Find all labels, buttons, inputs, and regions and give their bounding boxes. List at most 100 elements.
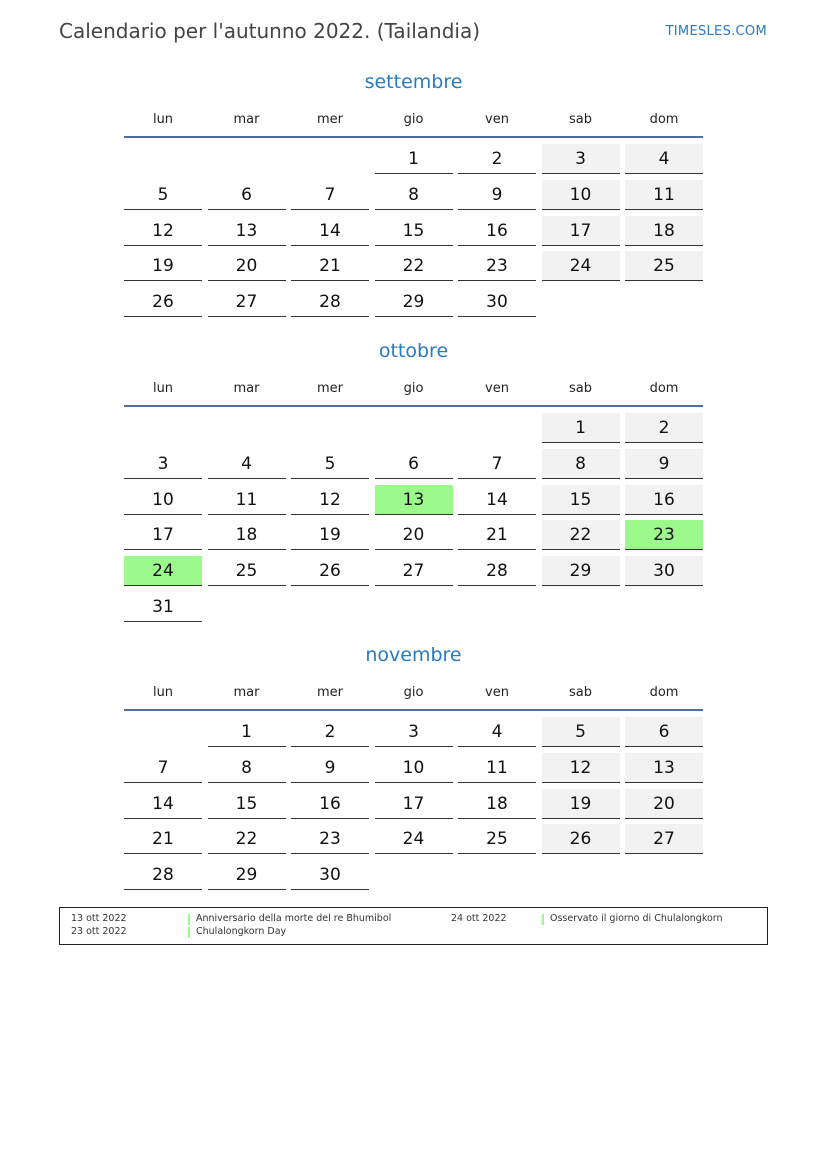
day-cell[interactable]: 30 [458,287,536,318]
day-cell[interactable]: 9 [625,448,703,479]
day-cell[interactable]: 16 [625,484,703,515]
day-cell[interactable]: 15 [541,484,620,515]
day-cell[interactable]: 17 [541,215,620,246]
day-cell[interactable]: 13 [374,484,453,515]
day-cell[interactable]: 19 [291,520,369,551]
day-cell[interactable]: 26 [291,556,369,587]
day-cell[interactable]: 18 [458,789,536,819]
day-cell[interactable]: 27 [374,556,453,587]
day-cell[interactable]: 25 [207,556,286,587]
day-cell[interactable]: 24 [541,251,620,282]
day-cell[interactable]: 20 [207,251,286,282]
day-cell[interactable]: 14 [458,485,536,515]
day-cell[interactable]: 9 [291,753,369,783]
weekday-header: mar [233,381,260,396]
day-cell[interactable]: 22 [541,520,620,551]
day-cell[interactable]: 3 [374,717,453,747]
day-cell[interactable]: 8 [374,180,453,210]
day-cell[interactable]: 23 [458,251,536,282]
day-cell[interactable]: 17 [124,520,202,551]
weekday-header: gio [403,112,424,127]
day-cell[interactable]: 7 [124,753,202,783]
day-cell[interactable]: 17 [374,789,453,819]
weekday-header: dom [649,685,679,700]
day-cell[interactable]: 4 [625,144,703,174]
day-cell[interactable]: 10 [374,753,453,783]
day-cell[interactable]: 5 [541,717,620,747]
day-cell[interactable]: 28 [124,860,202,891]
day-cell[interactable]: 14 [291,216,369,246]
day-cell[interactable]: 21 [124,824,202,855]
day-cell[interactable]: 10 [541,179,620,210]
day-cell[interactable]: 13 [625,752,703,783]
day-cell[interactable]: 1 [374,144,453,174]
day-cell[interactable]: 15 [207,789,286,819]
day-cell[interactable]: 23 [625,520,703,551]
legend-date: 24 ott 2022 [451,913,507,924]
day-cell[interactable]: 27 [207,287,286,318]
day-cell[interactable]: 2 [625,413,703,443]
day-cell[interactable]: 9 [458,180,536,210]
day-cell[interactable]: 12 [291,485,369,515]
day-cell[interactable]: 8 [541,448,620,479]
day-cell[interactable]: 16 [291,789,369,819]
day-cell[interactable]: 7 [458,449,536,479]
day-cell[interactable]: 21 [458,520,536,551]
header-rule [124,405,703,407]
brand-link[interactable]: TIMESLES.COM [665,24,767,39]
day-cell[interactable]: 25 [458,824,536,855]
day-cell[interactable]: 18 [625,215,703,246]
day-cell[interactable]: 14 [124,789,202,819]
day-cell[interactable]: 26 [124,287,202,318]
day-cell[interactable]: 11 [625,179,703,210]
day-cell[interactable]: 1 [207,717,286,747]
day-cell[interactable]: 19 [124,251,202,282]
day-cell[interactable]: 24 [374,824,453,855]
day-cell[interactable]: 6 [207,180,286,210]
day-cell[interactable]: 31 [124,592,202,622]
day-cell[interactable]: 1 [541,413,620,443]
day-cell[interactable]: 5 [291,449,369,479]
day-cell[interactable]: 5 [124,180,202,210]
day-cell[interactable]: 24 [124,556,202,587]
day-cell[interactable]: 30 [291,860,369,891]
day-cell[interactable]: 8 [207,753,286,783]
day-cell[interactable]: 2 [291,717,369,747]
day-cell[interactable]: 28 [291,287,369,318]
day-cell[interactable]: 6 [374,449,453,479]
day-cell[interactable]: 29 [207,860,286,891]
day-cell[interactable]: 26 [541,824,620,855]
legend-marker [188,927,190,938]
day-cell[interactable]: 4 [458,717,536,747]
day-cell[interactable]: 22 [207,824,286,855]
day-cell[interactable]: 16 [458,216,536,246]
weekday-header: lun [152,685,174,700]
day-cell[interactable]: 2 [458,144,536,174]
day-cell[interactable]: 11 [207,485,286,515]
day-cell[interactable]: 18 [207,520,286,551]
day-cell[interactable]: 29 [541,556,620,587]
day-cell[interactable]: 25 [625,251,703,282]
day-cell[interactable]: 30 [625,556,703,587]
day-cell[interactable]: 13 [207,216,286,246]
weekday-header: sab [569,685,592,700]
day-cell[interactable]: 23 [291,824,369,855]
day-cell[interactable]: 27 [625,824,703,855]
day-cell[interactable]: 20 [625,788,703,819]
day-cell[interactable]: 10 [124,485,202,515]
day-cell[interactable]: 21 [291,251,369,282]
day-cell[interactable]: 12 [541,752,620,783]
day-cell[interactable]: 3 [541,144,620,174]
day-cell[interactable]: 28 [458,556,536,587]
day-cell[interactable]: 29 [374,287,453,318]
day-cell[interactable]: 3 [124,449,202,479]
day-cell[interactable]: 11 [458,753,536,783]
day-cell[interactable]: 4 [207,449,286,479]
day-cell[interactable]: 15 [374,216,453,246]
day-cell[interactable]: 19 [541,788,620,819]
day-cell[interactable]: 6 [625,717,703,747]
day-cell[interactable]: 20 [374,520,453,551]
day-cell[interactable]: 7 [291,180,369,210]
day-cell[interactable]: 22 [374,251,453,282]
day-cell[interactable]: 12 [124,216,202,246]
